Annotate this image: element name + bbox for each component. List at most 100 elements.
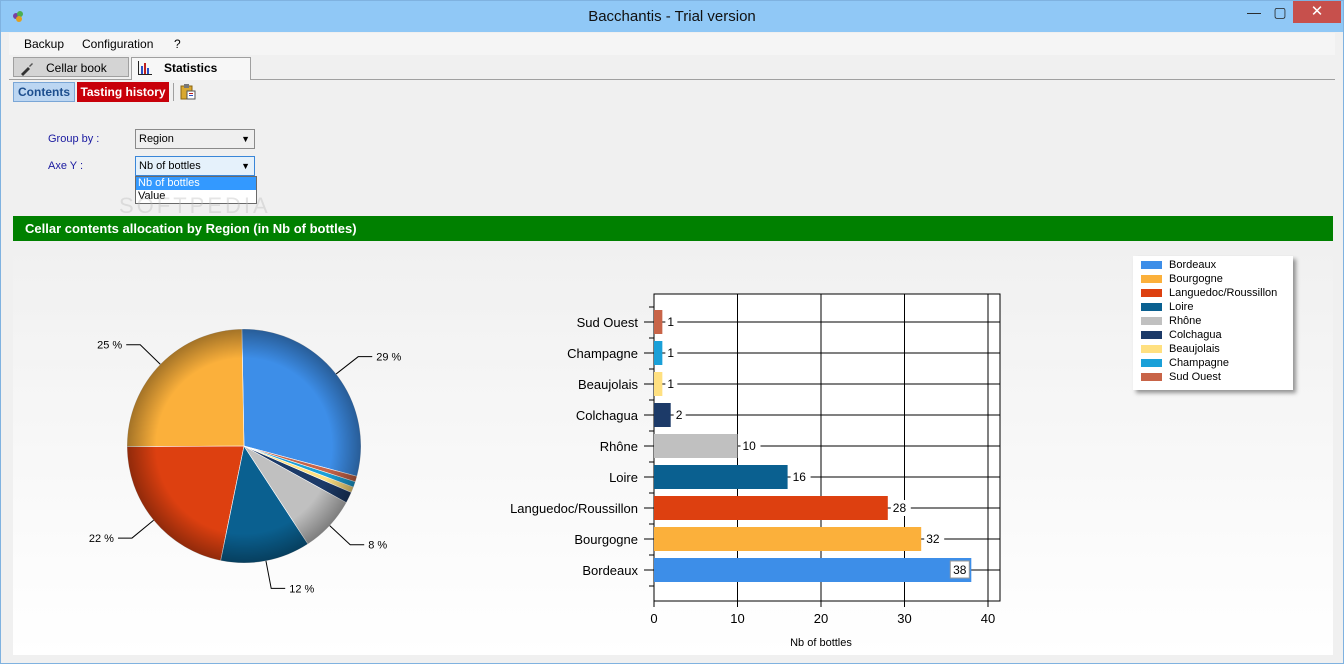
legend-swatch (1141, 331, 1162, 339)
bar-value-box (949, 560, 970, 579)
chart-area: 29 % 25 % 22 % 12 % 8 % 0 10 20 30 40 Bordeaux 38 B… (13, 241, 1333, 655)
main-tabs: Cellar book Statistics (9, 55, 1335, 80)
chevron-down-icon: ▼ (241, 134, 250, 144)
y-tick-label: Loire (609, 470, 638, 485)
dropdown-option-nb-bottles[interactable]: Nb of bottles (136, 177, 256, 190)
pie-percent-label: 12 % (289, 583, 314, 595)
bar-value-label: 1 (667, 315, 674, 329)
bar-value-bg (790, 469, 811, 485)
legend-label: Loire (1169, 301, 1194, 313)
tab-statistics-label: Statistics (164, 61, 218, 75)
legend-label: Bordeaux (1169, 259, 1217, 271)
group-by-select[interactable]: Region ▼ (135, 129, 255, 149)
pie-shading (127, 329, 361, 563)
legend-label: Colchagua (1169, 329, 1222, 341)
bar-value-label: 1 (667, 377, 674, 391)
bar-chart-icon (138, 61, 152, 75)
dropdown-option-value[interactable]: Value (138, 190, 166, 202)
bar-languedoc-roussillon (654, 496, 888, 520)
legend-swatch (1141, 261, 1162, 269)
pie-label-leader (126, 344, 161, 365)
pie-percent-label: 25 % (97, 340, 122, 352)
group-by-label: Group by : (48, 133, 100, 145)
chevron-down-icon: ▼ (241, 161, 250, 171)
x-tick-label: 0 (650, 611, 657, 626)
axe-y-dropdown-list: Nb of bottles Value (135, 176, 257, 204)
minimize-button[interactable]: — (1247, 4, 1261, 20)
pie-label-leader (335, 356, 373, 375)
pie-percent-label: 8 % (368, 540, 387, 552)
bar-value-bg (924, 531, 945, 547)
x-axis-title: Nb of bottles (790, 637, 852, 649)
x-tick-label: 10 (730, 611, 744, 626)
bar-value-bg (665, 345, 678, 361)
legend-label: Bourgogne (1169, 273, 1223, 285)
bar-champagne (654, 341, 663, 365)
bar-colchagua (654, 403, 671, 427)
legend-swatch (1141, 275, 1162, 283)
group-by-value: Region (139, 133, 174, 145)
clipboard-export-icon[interactable] (179, 83, 197, 101)
tab-cellar-book-label: Cellar book (46, 61, 107, 75)
x-tick-label: 30 (897, 611, 911, 626)
close-button[interactable]: ✕ (1293, 1, 1341, 23)
legend-swatch (1141, 359, 1162, 367)
legend-swatch (1141, 345, 1162, 353)
bar-loire (654, 465, 788, 489)
bar-value-bg (665, 314, 678, 330)
tasting-history-button[interactable]: Tasting history (77, 82, 169, 102)
window-title: Bacchantis - Trial version (588, 8, 756, 25)
bar-value-label: 38 (953, 563, 967, 577)
tab-cellar-book[interactable]: Cellar book (13, 57, 129, 77)
pie-percent-label: 22 % (89, 533, 114, 545)
y-tick-label: Champagne (567, 346, 638, 361)
pie-label-leader (265, 560, 286, 589)
pie-percent-label: 29 % (376, 352, 401, 364)
title-bar: Bacchantis - Trial version — ▢ ✕ (1, 1, 1343, 32)
pie-chart: 29 % 25 % 22 % 12 % 8 % (89, 328, 402, 595)
bar-value-label: 16 (793, 470, 807, 484)
y-tick-label: Rhône (600, 439, 638, 454)
bar-chart: 0 10 20 30 40 Bordeaux 38 Bourgogne 32 Languedoc/… (510, 293, 1001, 649)
bar-value-bg (740, 438, 761, 454)
legend-label: Champagne (1169, 357, 1229, 369)
menu-help[interactable]: ? (174, 37, 181, 51)
legend-label: Languedoc/Roussillon (1169, 287, 1278, 299)
y-tick-label: Bourgogne (574, 532, 638, 547)
wine-bottle-icon (21, 63, 33, 76)
bar-value-label: 2 (676, 408, 683, 422)
x-tick-label: 40 (981, 611, 995, 626)
axe-y-select[interactable]: Nb of bottles ▼ (135, 156, 255, 176)
pie-label-leader (329, 525, 365, 546)
legend-swatch (1141, 303, 1162, 311)
bar-value-label: 32 (926, 532, 940, 546)
y-tick-label: Beaujolais (578, 377, 638, 392)
bar-value-bg (890, 500, 911, 516)
bar-value-label: 1 (667, 346, 674, 360)
tab-statistics[interactable]: Statistics (131, 57, 251, 80)
bar-rh-ne (654, 434, 738, 458)
chart-legend: Bordeaux Bourgogne Languedoc/Roussillon Loi… (1133, 256, 1293, 390)
bar-value-label: 10 (743, 439, 757, 453)
y-tick-label: Sud Ouest (577, 315, 639, 330)
y-tick-label: Bordeaux (582, 563, 638, 578)
toolbar-separator (173, 83, 174, 101)
bar-sud-ouest (654, 310, 663, 334)
pie-label-leader (117, 519, 154, 539)
maximize-button[interactable]: ▢ (1273, 4, 1287, 20)
bar-bordeaux (654, 558, 972, 582)
contents-button[interactable]: Contents (13, 82, 75, 102)
legend-label: Sud Ouest (1169, 371, 1221, 383)
menu-configuration[interactable]: Configuration (82, 37, 154, 51)
legend-swatch (1141, 289, 1162, 297)
legend-label: Rhône (1169, 315, 1202, 327)
y-tick-label: Colchagua (576, 408, 639, 423)
axe-y-value: Nb of bottles (139, 160, 201, 172)
legend-swatch (1141, 373, 1162, 381)
statistics-toolbar: Contents Tasting history (9, 80, 1335, 104)
legend-swatch (1141, 317, 1162, 325)
bar-value-label: 28 (893, 501, 907, 515)
menu-bar: Backup Configuration ? (9, 33, 1335, 55)
menu-backup[interactable]: Backup (24, 37, 65, 51)
watermark: SOFTPEDIA (119, 193, 271, 218)
